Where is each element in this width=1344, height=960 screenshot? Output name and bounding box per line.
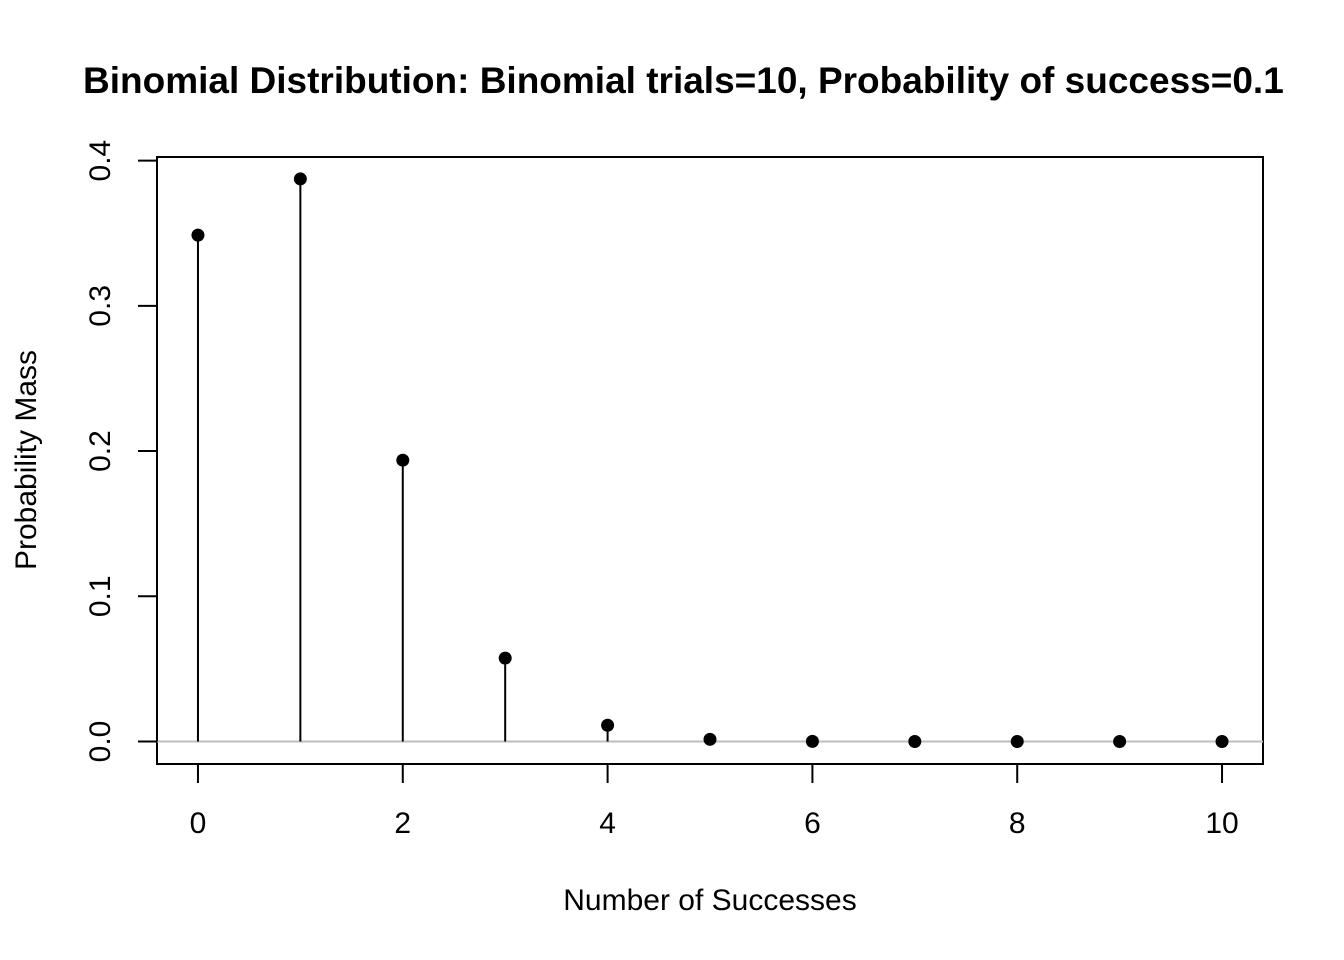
data-point [1010,734,1024,748]
chart-title: Binomial Distribution: Binomial trials=1… [83,60,1284,101]
x-axis: 0 2 4 6 8 10 [190,763,1239,840]
y-tick-label: 0.0 [84,721,117,763]
data-point [191,228,205,242]
data-point [293,172,307,186]
y-axis: 0.0 0.1 0.2 0.3 0.4 [84,140,158,763]
x-tick-label: 8 [1009,807,1026,840]
x-tick-label: 10 [1205,807,1238,840]
y-tick-label: 0.4 [84,140,117,182]
data-point [498,651,512,665]
data-point [703,732,717,746]
x-tick-label: 4 [599,807,616,840]
x-tick-label: 0 [190,807,207,840]
x-tick-label: 6 [804,807,821,840]
data-point [1215,734,1229,748]
y-tick-label: 0.2 [84,430,117,472]
data-point [601,718,615,732]
y-axis-label: Probability Mass [10,350,43,570]
y-tick-label: 0.1 [84,575,117,617]
y-tick-label: 0.3 [84,285,117,327]
data-point [396,453,410,467]
data-point [908,734,922,748]
plot-frame [156,156,1264,765]
x-axis-label: Number of Successes [563,884,856,917]
data-point [1113,734,1127,748]
x-tick-label: 2 [394,807,411,840]
data-point [805,734,819,748]
plot-area [156,156,1264,765]
